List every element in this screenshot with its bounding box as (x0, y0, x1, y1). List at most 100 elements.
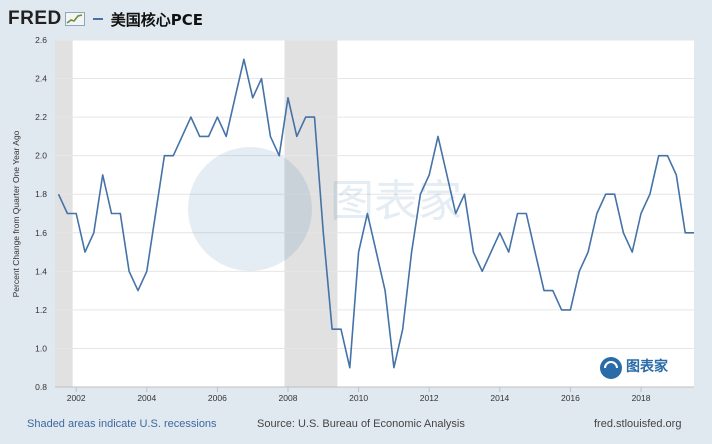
data-point (338, 327, 343, 332)
data-point (400, 327, 405, 332)
y-tick-label: 1.8 (35, 189, 47, 199)
data-point (427, 172, 432, 177)
data-point (391, 365, 396, 370)
data-point (453, 211, 458, 216)
data-point (541, 288, 546, 293)
data-point (127, 269, 132, 274)
data-point (480, 269, 485, 274)
y-tick-label: 1.0 (35, 343, 47, 353)
data-point (83, 250, 88, 255)
x-tick-label: 2008 (279, 393, 298, 403)
data-point (135, 288, 140, 293)
y-tick-label: 1.6 (35, 228, 47, 238)
data-point (674, 172, 679, 177)
data-point (383, 288, 388, 293)
data-point (241, 57, 246, 62)
data-point (621, 230, 626, 235)
data-point (162, 153, 167, 158)
data-point (356, 250, 361, 255)
data-point (224, 134, 229, 139)
data-point (559, 307, 564, 312)
data-point (109, 211, 114, 216)
data-point (312, 115, 317, 120)
chart-area: 图表家 0.81.01.21.41.61.82.02.22.42.6 2002 2… (11, 35, 697, 403)
recession-band (55, 40, 73, 387)
data-point (692, 230, 697, 235)
x-tick-label: 2004 (137, 393, 156, 403)
data-point (365, 211, 370, 216)
watermark-text: 图表家 (330, 176, 462, 227)
data-point (215, 115, 220, 120)
data-point (603, 192, 608, 197)
data-point (171, 153, 176, 158)
y-tick-label: 2.0 (35, 151, 47, 161)
data-point (489, 250, 494, 255)
x-tick-label: 2010 (349, 393, 368, 403)
data-point (471, 250, 476, 255)
y-axis-label: Percent Change from Quarter One Year Ago (11, 130, 21, 297)
recession-band (284, 40, 338, 387)
data-point (683, 230, 688, 235)
y-tick-label: 1.2 (35, 305, 47, 315)
data-point (630, 250, 635, 255)
data-point (374, 250, 379, 255)
data-point (330, 327, 335, 332)
data-point (65, 211, 70, 216)
plot-background (55, 40, 694, 387)
fred-site-link[interactable]: fred.stlouisfed.org (594, 418, 682, 430)
data-point (153, 211, 158, 216)
data-point (533, 250, 538, 255)
x-axis-ticks: 2002 2004 2006 2008 2010 2012 2014 2016 2018 (55, 386, 694, 403)
fred-sparkline-icon (64, 12, 85, 26)
y-tick-label: 2.4 (35, 74, 47, 84)
data-point (74, 211, 79, 216)
y-tick-label: 0.8 (35, 382, 47, 392)
data-point (197, 134, 202, 139)
data-point (436, 134, 441, 139)
data-point (639, 211, 644, 216)
data-point (286, 95, 291, 100)
data-point (347, 365, 352, 370)
data-point (577, 269, 582, 274)
data-point (506, 250, 511, 255)
data-point (462, 192, 467, 197)
data-point (250, 95, 255, 100)
x-tick-label: 2002 (67, 393, 86, 403)
data-point (550, 288, 555, 293)
source-text: Source: U.S. Bureau of Economic Analysis (257, 418, 465, 430)
graph-header: FRED 美国核心PCE (8, 6, 203, 32)
data-point (180, 134, 185, 139)
data-point (294, 134, 299, 139)
data-point (206, 134, 211, 139)
x-tick-label: 2012 (420, 393, 439, 403)
data-point (100, 172, 105, 177)
x-tick-label: 2018 (632, 393, 651, 403)
data-point (647, 192, 652, 197)
data-point (321, 230, 326, 235)
data-point (594, 211, 599, 216)
chart-title: 美国核心PCE (110, 10, 203, 29)
x-tick-label: 2016 (561, 393, 580, 403)
x-tick-label: 2014 (490, 393, 509, 403)
recession-note-link[interactable]: Shaded areas indicate U.S. recessions (27, 418, 217, 430)
fred-logo[interactable]: FRED (8, 8, 62, 29)
brand-logo: 图表家 (600, 357, 669, 379)
data-point (56, 192, 61, 197)
data-point (586, 250, 591, 255)
data-point (515, 211, 520, 216)
graph-footer: Shaded areas indicate U.S. recessions So… (0, 408, 712, 436)
data-point (524, 211, 529, 216)
data-point (656, 153, 661, 158)
data-point (259, 76, 264, 81)
series-line (57, 58, 694, 369)
data-point (444, 172, 449, 177)
data-point (144, 269, 149, 274)
data-point (118, 211, 123, 216)
y-tick-label: 2.2 (35, 112, 47, 122)
x-tick-label: 2006 (208, 393, 227, 403)
data-point (409, 250, 414, 255)
brand-logo-text: 图表家 (626, 358, 669, 375)
recession-shading (55, 40, 338, 387)
data-point (568, 307, 573, 312)
